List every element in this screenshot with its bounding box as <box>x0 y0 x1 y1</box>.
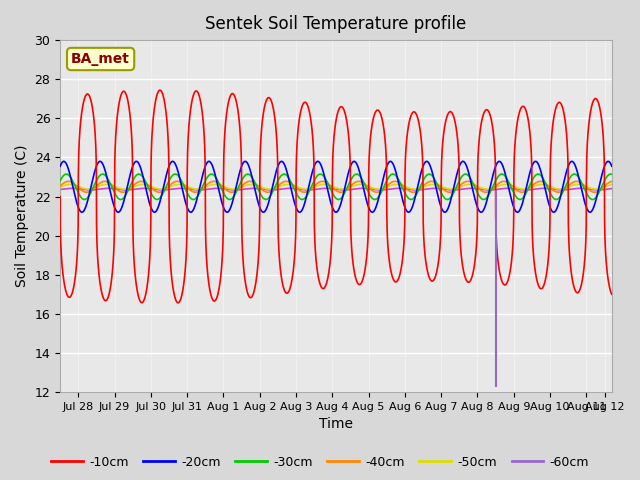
Text: BA_met: BA_met <box>71 52 130 66</box>
-10cm <box>598 114 605 120</box>
-60cm <box>608 186 616 192</box>
-50cm <box>152 185 159 191</box>
-40cm <box>83 190 90 195</box>
-20cm <box>150 209 158 215</box>
-10cm <box>292 217 300 223</box>
-60cm <box>177 185 185 191</box>
-40cm <box>500 179 508 184</box>
Line: -60cm: -60cm <box>60 188 612 190</box>
-60cm <box>538 186 545 192</box>
Line: -20cm: -20cm <box>60 161 612 212</box>
-50cm <box>119 186 127 192</box>
-10cm <box>538 286 546 291</box>
-50cm <box>292 183 300 189</box>
-20cm <box>120 200 127 206</box>
-40cm <box>292 184 300 190</box>
-10cm <box>152 97 159 103</box>
-30cm <box>538 174 546 180</box>
-30cm <box>353 171 360 177</box>
Line: -50cm: -50cm <box>60 184 612 189</box>
-60cm <box>119 187 127 192</box>
-60cm <box>292 186 300 192</box>
-40cm <box>152 189 160 194</box>
-50cm <box>393 181 401 187</box>
Line: -30cm: -30cm <box>60 174 612 200</box>
-10cm <box>174 300 182 306</box>
Title: Sentek Soil Temperature profile: Sentek Soil Temperature profile <box>205 15 467 33</box>
-50cm <box>56 184 64 190</box>
X-axis label: Time: Time <box>319 418 353 432</box>
-60cm <box>595 187 602 193</box>
Legend: -10cm, -20cm, -30cm, -40cm, -50cm, -60cm: -10cm, -20cm, -30cm, -40cm, -50cm, -60cm <box>47 451 593 474</box>
-30cm <box>119 196 127 202</box>
-50cm <box>538 181 546 187</box>
Line: -10cm: -10cm <box>60 90 612 303</box>
-20cm <box>152 208 160 214</box>
-10cm <box>119 89 127 95</box>
-60cm <box>598 187 605 192</box>
-50cm <box>339 186 346 192</box>
-40cm <box>268 188 276 194</box>
-20cm <box>268 186 276 192</box>
-20cm <box>292 204 300 210</box>
-20cm <box>538 172 546 178</box>
-40cm <box>608 179 616 184</box>
-50cm <box>598 185 605 191</box>
-30cm <box>152 196 159 202</box>
-60cm <box>268 187 276 193</box>
Line: -40cm: -40cm <box>60 181 612 192</box>
-30cm <box>292 189 300 195</box>
-50cm <box>608 182 616 188</box>
-40cm <box>120 190 127 195</box>
-30cm <box>598 185 605 191</box>
-20cm <box>56 163 64 169</box>
-60cm <box>56 187 64 192</box>
-10cm <box>156 87 164 93</box>
-40cm <box>598 186 605 192</box>
-30cm <box>56 178 64 183</box>
Y-axis label: Soil Temperature (C): Soil Temperature (C) <box>15 145 29 288</box>
-40cm <box>538 179 546 184</box>
-10cm <box>56 194 64 200</box>
-50cm <box>268 186 275 192</box>
-60cm <box>152 187 159 192</box>
-40cm <box>56 183 64 189</box>
-20cm <box>598 174 605 180</box>
-30cm <box>608 171 616 177</box>
-10cm <box>268 100 276 106</box>
-20cm <box>608 163 616 169</box>
-10cm <box>608 291 616 297</box>
-20cm <box>96 158 104 164</box>
-30cm <box>268 191 275 197</box>
-30cm <box>298 197 306 203</box>
